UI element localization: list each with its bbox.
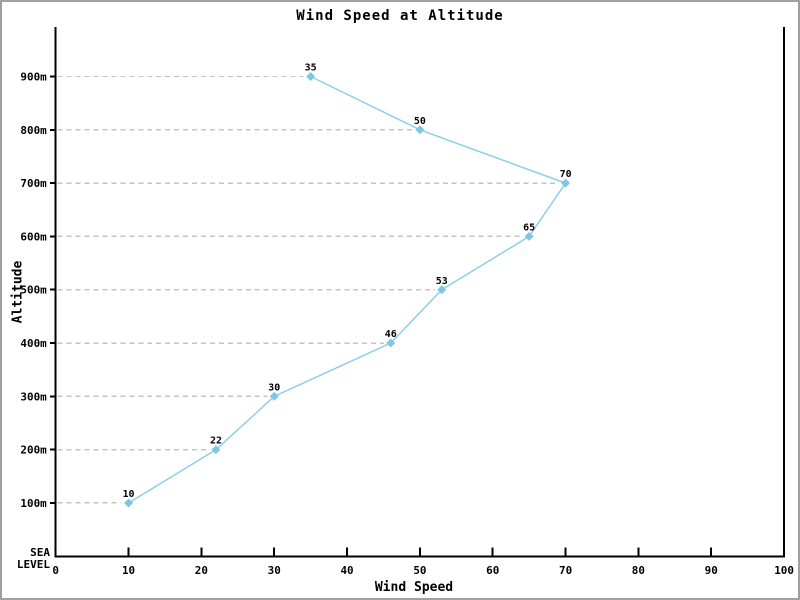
data-point-label: 35 bbox=[305, 63, 317, 74]
data-point-marker bbox=[415, 125, 425, 135]
data-point-marker bbox=[561, 178, 571, 188]
data-point-label: 46 bbox=[385, 329, 397, 340]
x-tick-label: 40 bbox=[340, 564, 353, 577]
data-point-marker bbox=[306, 72, 316, 81]
y-tick-label: 900m bbox=[20, 70, 47, 83]
data-point-marker bbox=[437, 285, 447, 295]
x-tick-label: 70 bbox=[559, 564, 572, 577]
x-tick-label: 30 bbox=[268, 564, 281, 577]
sea-level-label: SEA LEVEL bbox=[16, 546, 50, 571]
data-point-label: 50 bbox=[414, 116, 426, 127]
y-tick-label: 600m bbox=[20, 230, 47, 243]
data-point-label: 65 bbox=[523, 222, 535, 233]
data-point-label: 30 bbox=[268, 382, 280, 393]
x-tick-label: 0 bbox=[52, 564, 59, 577]
chart-title: Wind Speed at Altitude bbox=[296, 8, 504, 24]
x-tick-label: 20 bbox=[195, 564, 208, 577]
data-point-marker bbox=[124, 498, 134, 508]
x-tick-label: 100 bbox=[774, 564, 794, 577]
x-tick-label: 90 bbox=[705, 564, 718, 577]
data-point-label: 22 bbox=[210, 436, 222, 447]
y-tick-label: 100m bbox=[20, 497, 47, 510]
y-tick-label: 700m bbox=[20, 177, 47, 190]
y-tick-label: 400m bbox=[20, 337, 47, 350]
data-point-label: 10 bbox=[123, 489, 135, 500]
data-point-label: 70 bbox=[560, 169, 572, 180]
data-point-label: 53 bbox=[436, 276, 448, 287]
x-tick-label: 50 bbox=[413, 564, 426, 577]
data-point-marker bbox=[269, 391, 279, 401]
data-point-marker bbox=[524, 231, 534, 241]
x-tick-label: 80 bbox=[632, 564, 645, 577]
y-tick-label: 200m bbox=[20, 444, 47, 457]
y-tick-label: 500m bbox=[20, 284, 47, 297]
x-tick-label: 10 bbox=[122, 564, 135, 577]
x-tick-label: 60 bbox=[486, 564, 499, 577]
y-tick-label: 800m bbox=[20, 124, 47, 137]
x-axis-title: Wind Speed bbox=[374, 580, 454, 595]
y-tick-label: 300m bbox=[20, 390, 47, 403]
